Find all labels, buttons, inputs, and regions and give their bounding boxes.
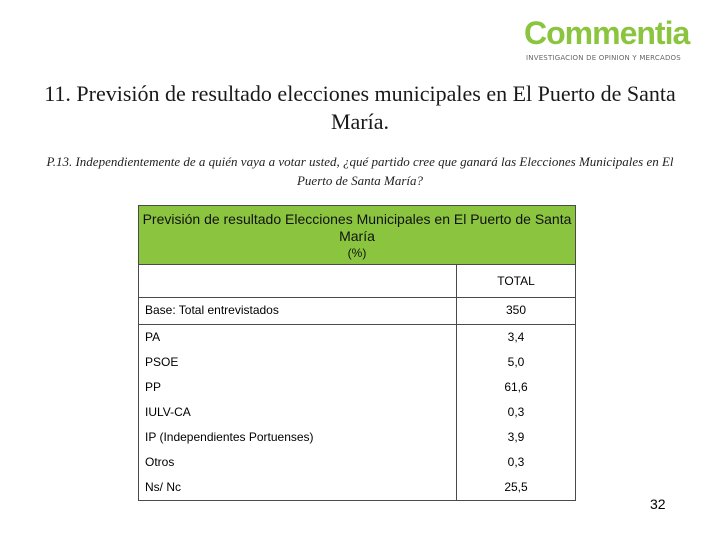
row-value: 61,6 [504,380,528,394]
table-row: IULV-CA 0,3 [139,400,575,425]
table-row: PP 61,6 [139,375,575,400]
row-value: 25,5 [504,480,528,494]
row-label: IP (Independientes Portuenses) [145,430,314,444]
row-value: 3,9 [507,430,525,444]
row-label: IULV-CA [145,405,191,419]
logo-wordmark: Commentia [524,15,690,51]
column-header-total: TOTAL [497,274,535,288]
commentia-logo: Commentia INVESTIGACION DE OPINION Y MER… [522,14,702,66]
row-label: Ns/ Nc [145,480,181,494]
row-value: 0,3 [507,455,525,469]
row-label: Otros [145,455,175,469]
table-row: PSOE 5,0 [139,350,575,375]
table-row: Ns/ Nc 25,5 [139,475,575,500]
table-row: PA 3,4 [139,325,575,350]
row-value: 3,4 [507,330,525,344]
row-label: PA [145,330,161,344]
page-title: 11. Previsión de resultado elecciones mu… [44,81,676,134]
table-row: Otros 0,3 [139,450,575,475]
table-heading: Previsión de resultado Elecciones Munici… [138,205,576,265]
page-number: 32 [650,496,666,512]
row-label: PSOE [145,355,179,369]
base-row: Base: Total entrevistados 350 [139,298,575,325]
table-unit: (%) [347,246,367,260]
results-table: TOTAL Base: Total entrevistados 350 PA 3,… [138,265,576,501]
table-row: IP (Independientes Portuenses) 3,9 [139,425,575,450]
row-value: 5,0 [507,355,525,369]
table-heading-text: Previsión de resultado Elecciones Munici… [142,211,572,244]
base-label: Base: Total entrevistados [145,303,279,317]
row-label: PP [145,380,162,394]
row-value: 0,3 [507,405,525,419]
logo-tagline: INVESTIGACION DE OPINION Y MERCADOS [526,54,681,62]
base-value: 350 [505,303,527,317]
column-header-row: TOTAL [139,265,575,298]
survey-question: P.13. Independientemente de a quién vaya… [46,154,674,188]
